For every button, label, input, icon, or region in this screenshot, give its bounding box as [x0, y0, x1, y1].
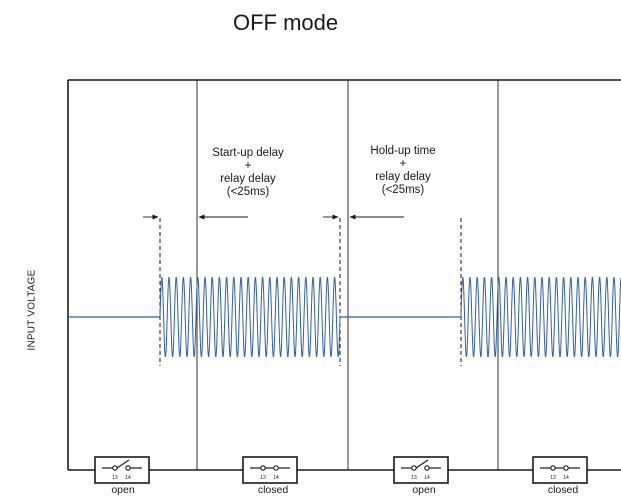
- switch-terminal-left: [411, 465, 417, 471]
- startup-line-4: (<25ms): [226, 186, 270, 198]
- signal-sine-2: [460, 277, 621, 357]
- startup-line-2: +: [244, 160, 252, 172]
- terminal-13-label: 13: [550, 475, 556, 481]
- switch-blade-open: [415, 459, 429, 469]
- holdup-annotation: Hold-up time + relay delay (<25ms): [343, 145, 463, 197]
- terminal-14-label: 14: [424, 475, 430, 481]
- switch-4-closed: 13 14: [532, 456, 588, 484]
- switch-terminal-right: [125, 465, 131, 471]
- switch-terminal-left: [260, 465, 266, 471]
- switch-terminal-right: [273, 465, 279, 471]
- switch-1-open: 13 14: [94, 456, 150, 484]
- diagram-title: OFF mode: [233, 10, 339, 35]
- switch-terminal-left: [112, 465, 118, 471]
- switch-terminal-right: [424, 465, 430, 471]
- switch-blade-open: [116, 459, 130, 469]
- signal-sine-1: [159, 277, 341, 357]
- startup-line-3: relay delay: [220, 173, 276, 185]
- switch-box: [94, 456, 150, 484]
- switch-1-label: open: [111, 484, 135, 496]
- holdup-line-3: relay delay: [375, 171, 431, 183]
- holdup-line-2: +: [399, 158, 407, 170]
- switch-box: [532, 456, 588, 484]
- terminal-14-label: 14: [273, 475, 279, 481]
- switch-row: 13 14 13 14 13 14 13 14: [94, 456, 588, 484]
- holdup-line-1: Hold-up time: [370, 145, 436, 157]
- startup-line-1: Start-up delay: [212, 147, 284, 159]
- switch-terminal-right: [563, 465, 569, 471]
- terminal-13-label: 13: [112, 475, 118, 481]
- terminal-14-label: 14: [563, 475, 569, 481]
- switch-terminal-left: [550, 465, 556, 471]
- switch-2-closed: 13 14: [242, 456, 298, 484]
- holdup-line-4: (<25ms): [381, 184, 425, 196]
- switch-2-label: closed: [257, 484, 289, 496]
- switch-4-label: closed: [547, 484, 579, 496]
- switch-box: [242, 456, 298, 484]
- terminal-14-label: 14: [125, 475, 131, 481]
- startup-annotation: Start-up delay + relay delay (<25ms): [188, 147, 308, 199]
- switch-3-open: 13 14: [393, 456, 449, 484]
- terminal-13-label: 13: [260, 475, 266, 481]
- switch-box: [393, 456, 449, 484]
- switch-3-label: open: [412, 484, 436, 496]
- terminal-13-label: 13: [411, 475, 417, 481]
